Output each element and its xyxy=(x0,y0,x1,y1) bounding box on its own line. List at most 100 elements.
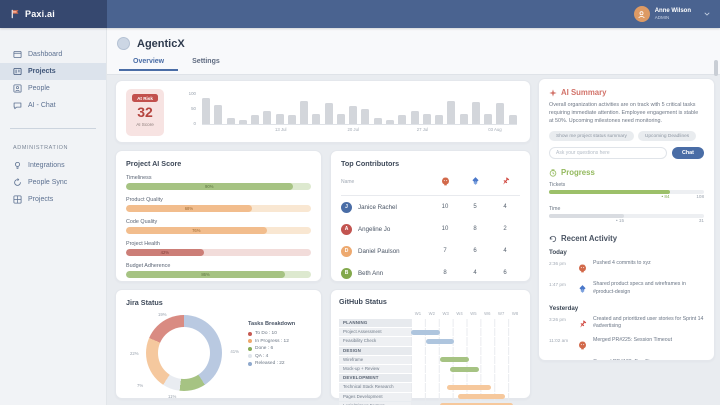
week-label: W6 xyxy=(484,311,491,316)
sidebar-item-dashboard[interactable]: Dashboard xyxy=(0,46,106,63)
page-header: AgenticX Overview Settings xyxy=(107,28,720,76)
sidebar-item-ai-chat[interactable]: AI - Chat xyxy=(0,97,106,114)
legend-label: Released : 22 xyxy=(255,361,285,366)
progress-section: Tickets • 84 108 Time • 15 31 xyxy=(549,182,704,225)
bar xyxy=(496,103,505,124)
jira-status-card: Jira Status 19% 22% 11% 7% 41% Tasks Bre… xyxy=(115,289,322,399)
activity-time: 2:36 pm xyxy=(549,260,566,266)
activity-time: 11:02 am xyxy=(549,338,569,344)
risk-badge: At Risk xyxy=(132,94,158,102)
contributor-stat: 10 xyxy=(441,204,449,210)
page-title: AgenticX xyxy=(137,37,185,50)
contributor-row[interactable]: D Daniel Paulson 7 6 4 xyxy=(341,240,520,262)
week-label: W5 xyxy=(470,311,477,316)
sidebar-item-projects[interactable]: Projects xyxy=(0,191,106,208)
suggestion-chip[interactable]: Show me project status summary xyxy=(549,131,634,142)
metric-bar: 68% xyxy=(126,205,311,212)
legend-title: Tasks Breakdown xyxy=(248,321,296,327)
bar xyxy=(202,97,210,124)
contributor-stat: 8 xyxy=(473,226,477,232)
sidebar-item-projects[interactable]: Projects xyxy=(0,63,106,80)
metric-value: 42% xyxy=(160,250,170,255)
activity-text: Created and prioritized user stories for… xyxy=(593,315,704,329)
contributor-stat: 4 xyxy=(473,270,477,276)
project-avatar xyxy=(117,37,130,50)
column-header-name: Name xyxy=(341,179,355,185)
contributor-row[interactable]: J Janice Rachel 10 5 4 xyxy=(341,196,520,218)
question-input[interactable] xyxy=(549,147,667,160)
contributor-row[interactable]: B Beth Ann 8 4 6 xyxy=(341,262,520,284)
bar xyxy=(324,103,333,124)
jira-icon xyxy=(578,285,587,294)
donut-segment-label: 7% xyxy=(137,383,144,388)
jira-icon xyxy=(471,177,480,186)
github-icon xyxy=(578,264,587,273)
contributors-rows: J Janice Rachel 10 5 4 A Angeline Jo 10 8 2 D Danie… xyxy=(341,196,520,284)
bar xyxy=(398,115,407,124)
metric-label: Budget Adherence xyxy=(126,263,171,269)
gantt-bar xyxy=(458,394,506,400)
metric-row: Product Quality 68% xyxy=(126,197,311,212)
recent-activity-title: Recent Activity xyxy=(549,234,704,243)
chat-button[interactable]: Chat xyxy=(672,147,704,160)
week-label: W8 xyxy=(511,311,519,316)
week-label: W1 xyxy=(414,311,422,316)
gantt-bar xyxy=(425,338,454,344)
user-menu[interactable]: Anne Wilson ADMIN xyxy=(633,0,712,28)
activity-time: 3:26 pm xyxy=(549,316,566,322)
contributor-name: Beth Ann xyxy=(358,269,384,277)
sidebar-item-label: Dashboard xyxy=(28,51,63,58)
bar xyxy=(508,115,517,124)
ai-score-label: AI Score xyxy=(136,121,154,127)
legend-label: QA : 4 xyxy=(255,353,269,359)
week-label: W2 xyxy=(428,311,435,316)
activity-group-title: Yesterday xyxy=(549,305,579,313)
avatar: B xyxy=(341,267,352,279)
admin-section-label: ADMINISTRATION xyxy=(13,145,69,151)
activity-text: Shared product specs and wireframes in #… xyxy=(593,281,686,295)
ai-summary-body: Overall organization activities are on t… xyxy=(549,102,699,124)
suggestion-chip[interactable]: Upcoming Deadlines xyxy=(637,131,697,142)
gantt-bar xyxy=(411,329,441,335)
gantt-row-label: Login/Signup Feature xyxy=(339,401,411,405)
sidebar-item-label: AI - Chat xyxy=(28,102,56,109)
gantt-row-label: Pages Development xyxy=(339,392,411,401)
sidebar-item-integrations[interactable]: Integrations xyxy=(0,157,106,174)
metric-label: Code Quality xyxy=(126,219,158,225)
gantt-row-label: DESIGN xyxy=(339,346,411,355)
sidebar-item-label: Integrations xyxy=(28,162,65,169)
legend-item: To Do : 10 xyxy=(248,331,295,336)
bar xyxy=(410,110,419,124)
contributor-name: Janice Rachel xyxy=(358,203,397,211)
gantt-row-label: PLANNING xyxy=(339,319,411,328)
tab-overview[interactable]: Overview xyxy=(119,54,179,71)
scrollbar-thumb[interactable] xyxy=(714,60,718,76)
progress-time: Time • 15 31 xyxy=(549,206,704,225)
progress-label: Time xyxy=(549,206,561,213)
contributor-stat: 4 xyxy=(503,248,507,254)
history-icon xyxy=(549,235,557,243)
week-label: W7 xyxy=(498,311,505,316)
x-axis-labels: 13 Jul 20 Jul 27 Jul 03 Aug xyxy=(202,127,517,135)
sidebar-item-people-sync[interactable]: People Sync xyxy=(0,174,106,191)
legend-label: Done : 6 xyxy=(255,346,274,351)
github-icon xyxy=(578,341,587,350)
gantt-row-label: DEVELOPMENT xyxy=(339,374,411,383)
bar xyxy=(312,113,321,124)
app-name: Paxi.ai xyxy=(25,9,55,19)
bar xyxy=(361,109,370,124)
user-role: ADMIN xyxy=(654,14,670,20)
app-logo[interactable]: Paxi.ai xyxy=(0,0,107,28)
gantt-row: Wireframe xyxy=(339,355,522,364)
contributor-row[interactable]: A Angeline Jo 10 8 2 xyxy=(341,218,520,240)
avatar: J xyxy=(341,201,352,213)
bar xyxy=(238,119,247,124)
gantt-row: Login/Signup Feature xyxy=(339,401,522,405)
tab-settings[interactable]: Settings xyxy=(192,58,220,65)
contributors-header: Name xyxy=(341,173,520,196)
bar xyxy=(214,105,223,124)
activity-time: 9:57 am xyxy=(549,359,574,361)
activity-item: 2:36 pm Pushed 4 commits to xyz xyxy=(549,260,704,278)
legend-item: Done : 6 xyxy=(248,346,295,351)
sidebar-item-people[interactable]: People xyxy=(0,80,106,97)
